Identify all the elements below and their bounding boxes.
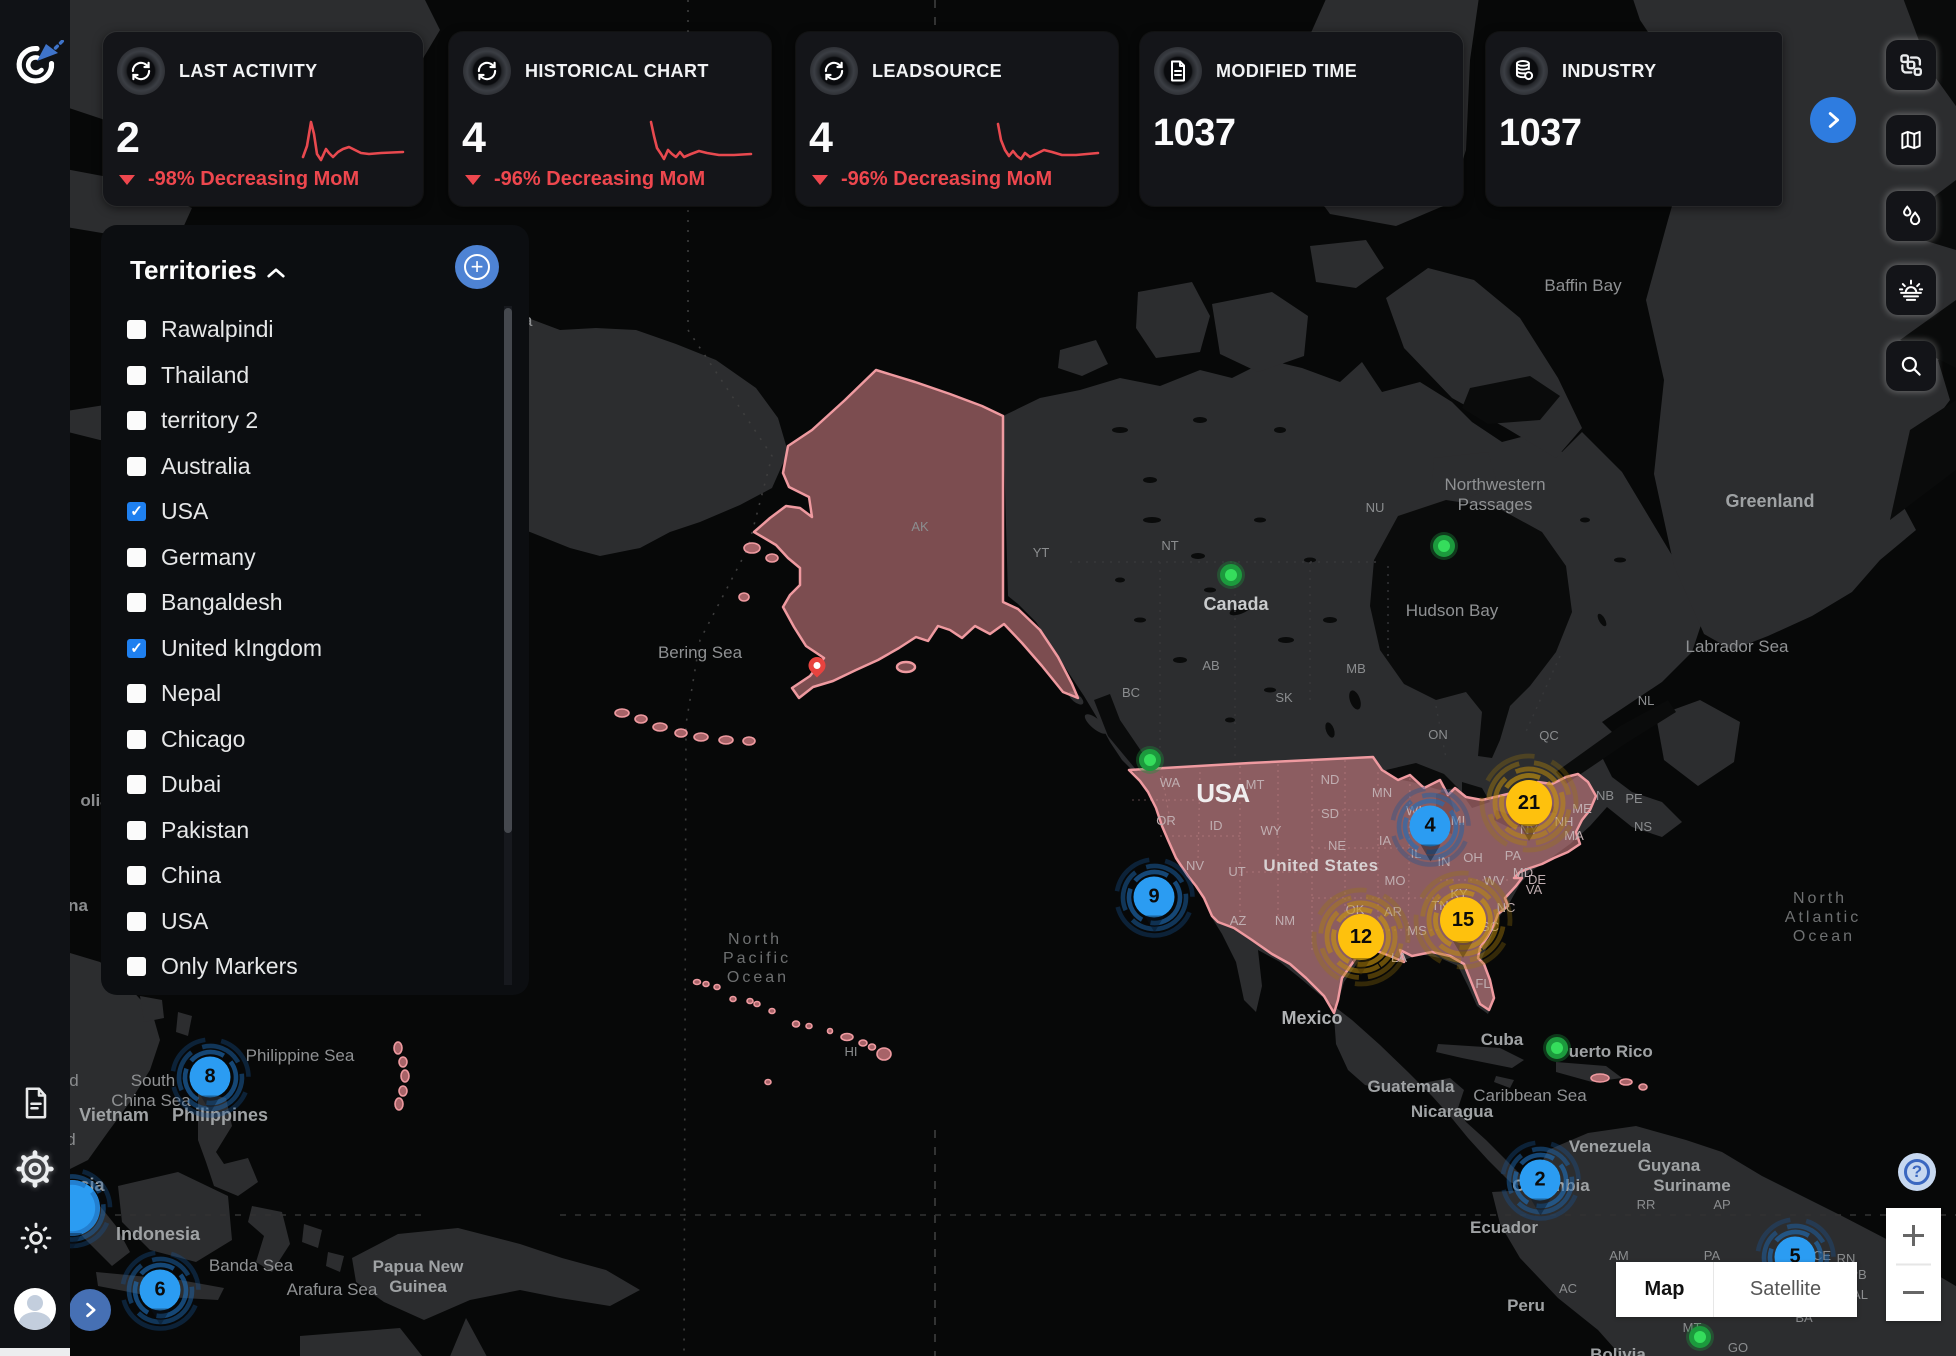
- svg-text:Suriname: Suriname: [1653, 1176, 1730, 1195]
- svg-text:Banda Sea: Banda Sea: [209, 1256, 294, 1275]
- svg-text:AR: AR: [1384, 904, 1402, 919]
- svg-text:North: North: [728, 931, 782, 948]
- svg-text:AB: AB: [1202, 658, 1219, 673]
- svg-text:Pacific: Pacific: [723, 950, 791, 967]
- svg-text:NB: NB: [1596, 788, 1614, 803]
- svg-text:PA: PA: [1505, 848, 1522, 863]
- svg-text:Caribbean Sea: Caribbean Sea: [1473, 1086, 1587, 1105]
- svg-text:Philippine Sea: Philippine Sea: [246, 1046, 355, 1065]
- svg-text:MA: MA: [1564, 828, 1584, 843]
- svg-text:Venezuela: Venezuela: [1569, 1137, 1652, 1156]
- svg-text:South: South: [131, 1071, 175, 1090]
- svg-text:RR: RR: [1637, 1197, 1656, 1212]
- svg-text:UT: UT: [1228, 864, 1245, 879]
- svg-text:Ocean: Ocean: [727, 969, 789, 986]
- svg-text:Ecuador: Ecuador: [1470, 1218, 1538, 1237]
- svg-text:NE: NE: [1328, 838, 1346, 853]
- svg-text:Greenland: Greenland: [1725, 491, 1814, 511]
- svg-text:USA: USA: [1196, 778, 1250, 808]
- svg-text:Arafura Sea: Arafura Sea: [287, 1280, 378, 1299]
- svg-text:HI: HI: [845, 1044, 858, 1059]
- svg-text:ME: ME: [1572, 801, 1592, 816]
- svg-text:AP: AP: [1713, 1197, 1730, 1212]
- svg-text:Mexico: Mexico: [1281, 1008, 1342, 1028]
- svg-text:GO: GO: [1728, 1340, 1748, 1355]
- svg-text:Guatemala: Guatemala: [1368, 1077, 1455, 1096]
- svg-text:OR: OR: [1156, 813, 1176, 828]
- svg-text:QC: QC: [1539, 728, 1559, 743]
- svg-text:Philippines: Philippines: [172, 1105, 268, 1125]
- svg-text:North: North: [1793, 890, 1847, 907]
- svg-text:MO: MO: [1385, 873, 1406, 888]
- svg-text:China Sea: China Sea: [111, 1091, 191, 1110]
- svg-text:LA: LA: [1391, 950, 1407, 965]
- svg-text:ID: ID: [1210, 818, 1223, 833]
- svg-text:Northwestern: Northwestern: [1444, 475, 1545, 494]
- svg-text:NT: NT: [1161, 538, 1178, 553]
- svg-text:BC: BC: [1122, 685, 1140, 700]
- svg-text:Papua New: Papua New: [373, 1257, 464, 1276]
- svg-text:NM: NM: [1275, 913, 1295, 928]
- svg-text:MB: MB: [1346, 661, 1366, 676]
- svg-text:d: d: [66, 1130, 75, 1149]
- svg-text:Bering Sea: Bering Sea: [658, 643, 743, 662]
- svg-text:MT: MT: [1246, 777, 1265, 792]
- svg-text:DE: DE: [1528, 872, 1546, 887]
- svg-text:YT: YT: [1033, 545, 1050, 560]
- svg-text:WY: WY: [1261, 823, 1282, 838]
- svg-text:AM: AM: [1609, 1248, 1629, 1263]
- svg-text:NL: NL: [1638, 693, 1655, 708]
- svg-text:PE: PE: [1625, 791, 1643, 806]
- svg-text:WV: WV: [1484, 873, 1505, 888]
- svg-text:Baffin Bay: Baffin Bay: [1544, 276, 1622, 295]
- svg-text:Vietnam: Vietnam: [79, 1105, 149, 1125]
- svg-text:ND: ND: [1321, 772, 1340, 787]
- svg-text:Cuba: Cuba: [1481, 1030, 1524, 1049]
- svg-text:MS: MS: [1407, 923, 1427, 938]
- svg-text:Atlantic: Atlantic: [1785, 909, 1861, 926]
- svg-text:NS: NS: [1634, 819, 1652, 834]
- svg-text:Passages: Passages: [1458, 495, 1533, 514]
- svg-text:AC: AC: [1559, 1281, 1577, 1296]
- svg-text:SD: SD: [1321, 806, 1339, 821]
- svg-text:FL: FL: [1475, 976, 1490, 991]
- svg-text:Nicaragua: Nicaragua: [1411, 1102, 1494, 1121]
- svg-text:OH: OH: [1463, 850, 1483, 865]
- svg-text:WA: WA: [1160, 775, 1181, 790]
- svg-text:ON: ON: [1428, 727, 1448, 742]
- svg-text:Canada: Canada: [1203, 594, 1269, 614]
- svg-text:United States: United States: [1263, 856, 1378, 875]
- svg-text:na: na: [68, 896, 88, 915]
- svg-text:d: d: [69, 1071, 78, 1090]
- svg-text:Hudson Bay: Hudson Bay: [1406, 601, 1499, 620]
- svg-text:VA: VA: [1526, 882, 1543, 897]
- svg-text:Labrador Sea: Labrador Sea: [1685, 637, 1789, 656]
- svg-text:AK: AK: [911, 519, 929, 534]
- svg-text:Guinea: Guinea: [389, 1277, 447, 1296]
- svg-text:Guyana: Guyana: [1638, 1156, 1701, 1175]
- svg-text:AZ: AZ: [1230, 913, 1247, 928]
- svg-text:Bolivia: Bolivia: [1590, 1345, 1646, 1356]
- svg-text:IA: IA: [1379, 833, 1392, 848]
- svg-text:Peru: Peru: [1507, 1296, 1545, 1315]
- svg-text:MN: MN: [1372, 785, 1392, 800]
- svg-text:MD: MD: [1513, 865, 1533, 880]
- svg-text:SK: SK: [1275, 690, 1293, 705]
- svg-text:NC: NC: [1497, 900, 1516, 915]
- svg-text:Indonesia: Indonesia: [116, 1224, 201, 1244]
- svg-text:PA: PA: [1704, 1248, 1721, 1263]
- svg-text:NV: NV: [1186, 858, 1204, 873]
- svg-text:NU: NU: [1366, 500, 1385, 515]
- svg-text:Puerto Rico: Puerto Rico: [1557, 1042, 1652, 1061]
- svg-text:Ocean: Ocean: [1793, 928, 1855, 945]
